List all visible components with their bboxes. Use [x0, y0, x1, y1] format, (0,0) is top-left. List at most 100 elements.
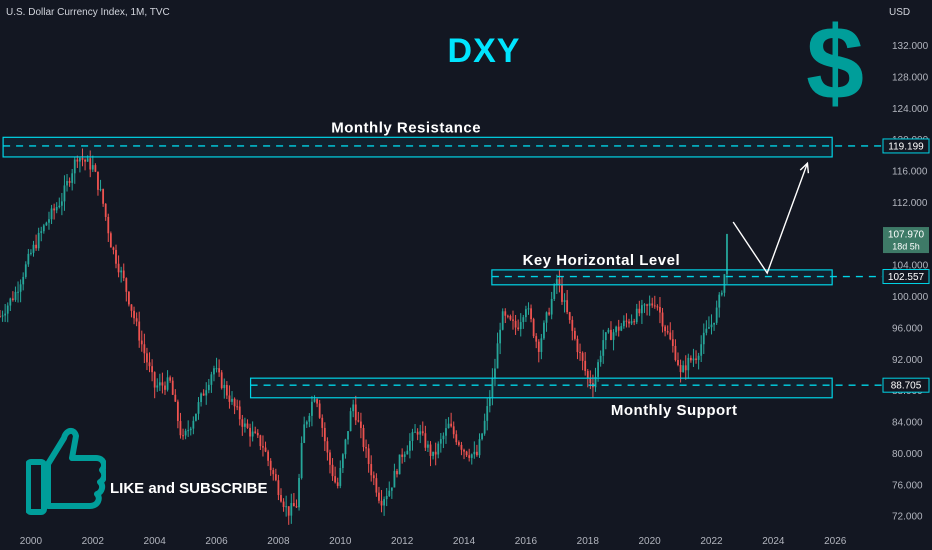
candle	[179, 412, 182, 439]
candle-body	[303, 424, 306, 443]
candle	[550, 291, 553, 320]
candle-body	[656, 306, 659, 308]
candle	[537, 339, 540, 363]
candle	[720, 290, 723, 297]
candle	[602, 329, 605, 364]
candle-body	[334, 476, 337, 483]
candle-body	[674, 345, 677, 361]
candle	[659, 297, 661, 324]
candle-body	[292, 503, 295, 507]
candle	[612, 329, 615, 351]
candle	[94, 163, 97, 173]
candle	[666, 325, 669, 335]
candle-body	[115, 249, 117, 264]
symbol-header[interactable]: U.S. Dollar Currency Index, 1M, TVC	[6, 7, 170, 18]
candle	[427, 440, 429, 453]
candle	[589, 370, 592, 390]
candle-body	[195, 413, 197, 421]
candle	[638, 300, 641, 317]
candle-body	[651, 303, 654, 306]
zone-label-support: Monthly Support	[611, 402, 738, 419]
candle-body	[419, 431, 422, 435]
candle-body	[125, 278, 128, 292]
candle	[104, 203, 107, 221]
candle-body	[465, 451, 468, 456]
candle-body	[661, 312, 664, 327]
candle	[210, 371, 213, 393]
candle-body	[246, 423, 249, 428]
candle-body	[102, 189, 105, 204]
candle-body	[414, 431, 416, 433]
candle-body	[385, 495, 388, 500]
candle	[171, 377, 174, 396]
candle	[522, 314, 525, 329]
candle	[512, 310, 514, 330]
candle-body	[158, 382, 161, 386]
candle	[439, 433, 442, 453]
candle-body	[641, 305, 643, 314]
candle	[236, 399, 239, 411]
candle	[643, 303, 646, 313]
candle-body	[586, 371, 589, 379]
candle-body	[329, 452, 331, 465]
candle-body	[628, 321, 630, 324]
y-tick-label: 72.000	[892, 512, 923, 523]
candle-body	[439, 439, 442, 444]
candle-body	[424, 433, 427, 448]
candle	[45, 221, 48, 226]
candle	[133, 306, 135, 325]
candle-body	[200, 393, 202, 403]
candle	[336, 477, 339, 489]
candle-body	[179, 421, 182, 436]
candle	[262, 435, 264, 457]
candle	[153, 371, 156, 399]
candle-body	[411, 432, 414, 441]
candle	[365, 439, 367, 458]
candle	[715, 300, 718, 325]
candle-body	[669, 332, 672, 340]
candle	[55, 202, 58, 214]
candle	[388, 481, 391, 497]
candle-body	[708, 327, 710, 329]
candle	[689, 355, 692, 363]
candle-body	[176, 401, 179, 422]
candle	[648, 295, 651, 316]
resistance-zone[interactable]	[2, 136, 833, 158]
key-level-zone[interactable]	[491, 269, 833, 286]
candle-body	[6, 305, 9, 314]
candle	[496, 332, 499, 369]
candle-body	[671, 339, 674, 346]
candle	[561, 276, 563, 305]
candle	[563, 293, 566, 313]
candle	[19, 279, 22, 303]
candle	[473, 441, 476, 459]
support-zone[interactable]	[249, 377, 833, 399]
candle-body	[579, 352, 581, 354]
candle	[414, 424, 416, 433]
candle-body	[300, 442, 303, 478]
candle	[576, 335, 579, 360]
projection-arrow[interactable]	[732, 162, 809, 275]
candle	[687, 353, 690, 379]
candle-body	[55, 206, 58, 211]
candle-body	[323, 427, 326, 442]
candle-body	[228, 395, 231, 402]
candle-body	[4, 313, 7, 316]
candle-body	[615, 326, 618, 333]
candle	[671, 330, 674, 353]
candle	[246, 419, 249, 429]
candle	[189, 426, 192, 436]
candle-body	[496, 343, 499, 369]
candle	[272, 467, 275, 481]
candle-body	[689, 357, 692, 361]
candle-body	[684, 365, 687, 371]
candle	[269, 458, 272, 476]
candle-body	[19, 284, 22, 292]
candle	[403, 451, 406, 463]
candle-body	[89, 158, 92, 170]
candle-body	[620, 326, 623, 331]
candle	[9, 297, 12, 312]
candle-body	[509, 316, 512, 320]
